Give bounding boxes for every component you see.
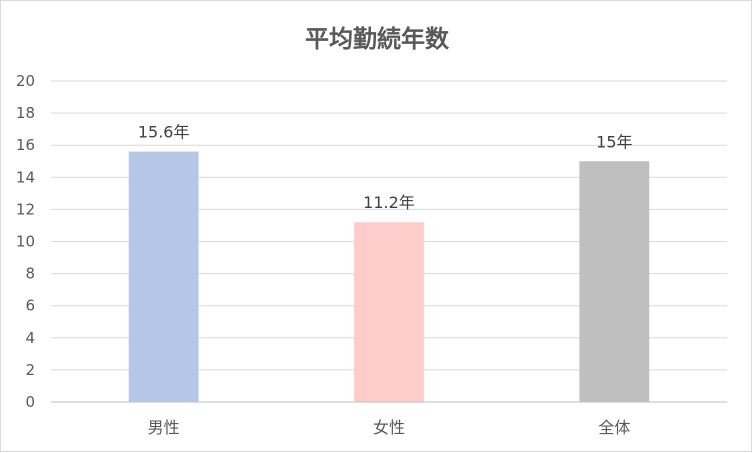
bar [354,222,424,402]
data-label: 11.2年 [363,193,415,212]
category-label: 女性 [373,418,405,437]
bars [128,151,650,402]
y-tick-label: 6 [25,297,35,315]
category-label: 全体 [598,418,630,437]
y-tick-label: 10 [16,233,35,251]
data-label: 15年 [596,132,632,151]
y-tick-label: 18 [16,104,35,122]
chart-title: 平均勤続年数 [305,25,450,53]
y-tick-label: 16 [16,136,35,154]
y-tick-label: 14 [16,168,35,186]
bar [579,161,650,402]
y-axis-ticks: 0 2 4 6 8 10 12 14 16 18 20 [16,72,35,411]
y-tick-label: 20 [16,72,35,90]
x-axis-categories: 男性 女性 全体 [148,418,631,437]
data-label: 15.6年 [138,123,190,142]
bar [128,151,199,402]
y-tick-label: 2 [25,361,35,379]
y-tick-label: 4 [25,329,35,347]
category-label: 男性 [148,418,180,437]
data-labels: 15.6年 11.2年 15年 [138,123,633,213]
y-tick-label: 12 [16,200,35,218]
y-tick-label: 8 [25,265,35,283]
y-tick-label: 0 [25,393,35,411]
